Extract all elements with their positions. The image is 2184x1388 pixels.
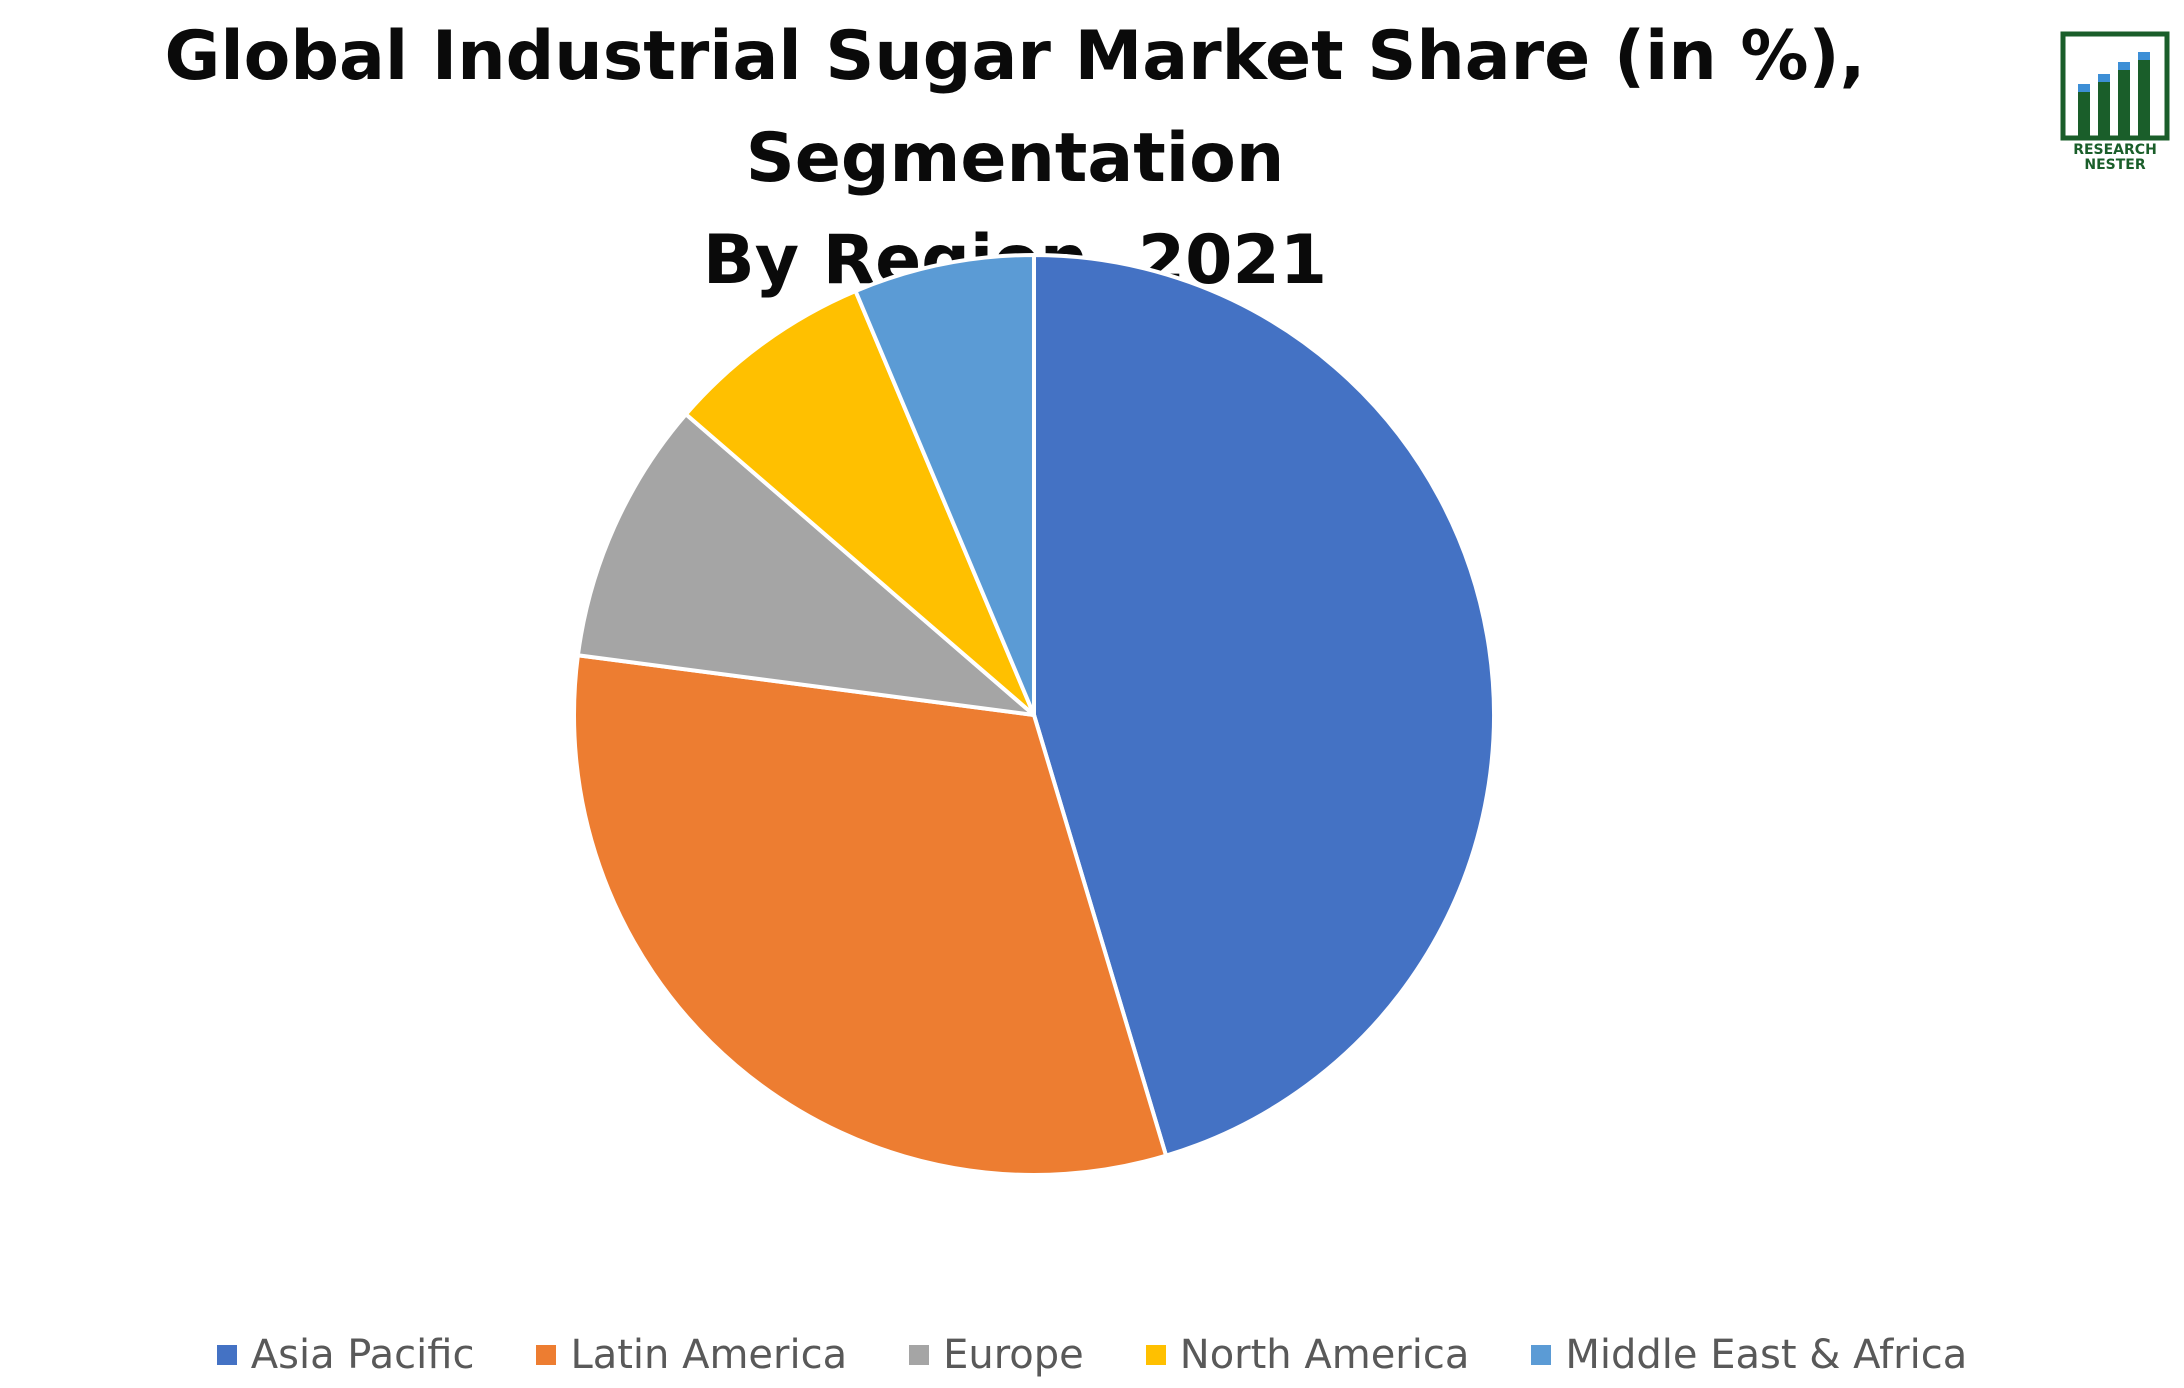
legend-item-latin-america: Latin America: [536, 1332, 847, 1378]
pie-slice-asia-pacific: [1032, 253, 1496, 1158]
logo-bar-2-accent: [2098, 74, 2110, 82]
logo-frame: [2060, 31, 2170, 141]
legend-item-europe: Europe: [909, 1332, 1084, 1378]
legend-label-latin-america: Latin America: [570, 1332, 848, 1378]
legend-swatch-north-america: [1145, 1345, 1166, 1365]
legend-label-north-america: North America: [1179, 1332, 1470, 1378]
pie-slice-middle-east-africa: [853, 253, 1036, 717]
logo-bar-3-accent: [2118, 62, 2130, 70]
legend-item-asia-pacific: Asia Pacific: [216, 1332, 475, 1378]
chart-title: Global Industrial Sugar Market Share (in…: [0, 6, 2030, 312]
chart-title-line-1: Global Industrial Sugar Market Share (in…: [164, 17, 1866, 198]
legend-swatch-middle-east-africa: [1531, 1345, 1552, 1365]
legend-label-asia-pacific: Asia Pacific: [250, 1332, 475, 1378]
logo-bar-1-accent: [2078, 84, 2090, 92]
legend-swatch-asia-pacific: [216, 1345, 237, 1365]
pie-slice-europe: [575, 412, 1036, 717]
logo-bar-4-accent: [2138, 52, 2150, 60]
legend-item-north-america: North America: [1145, 1332, 1470, 1378]
logo-text-research: RESEARCH: [2073, 142, 2157, 158]
logo-text-nester: NESTER: [2084, 157, 2145, 172]
logo-bar-1: [2078, 92, 2090, 138]
legend-label-europe: Europe: [943, 1332, 1084, 1378]
logo-bar-3: [2118, 70, 2130, 138]
legend-label-middle-east-africa: Middle East & Africa: [1565, 1332, 1968, 1378]
logo-bar-2: [2098, 82, 2110, 138]
legend-item-middle-east-africa: Middle East & Africa: [1531, 1332, 1967, 1378]
logo-bar-4: [2138, 60, 2150, 138]
chart-legend: Asia Pacific Latin America Europe North Ame…: [0, 1330, 2184, 1380]
legend-swatch-latin-america: [536, 1345, 557, 1365]
pie-slice-north-america: [683, 289, 1036, 717]
pie-slice-latin-america: [572, 653, 1169, 1177]
research-nester-logo: RESEARCH NESTER: [2060, 31, 2170, 172]
legend-swatch-europe: [909, 1345, 930, 1365]
